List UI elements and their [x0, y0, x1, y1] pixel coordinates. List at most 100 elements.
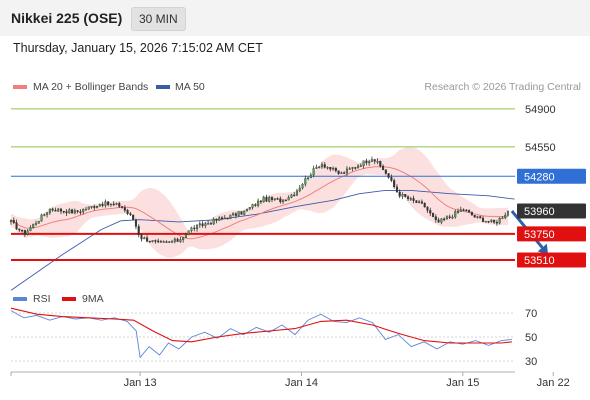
candle-body — [254, 204, 257, 206]
bollinger-band — [11, 147, 508, 258]
candle-body — [129, 213, 132, 216]
candle-body — [443, 218, 446, 221]
candle-body — [298, 187, 301, 192]
candle-body — [220, 217, 224, 220]
ma20-line — [10, 166, 509, 240]
candle — [107, 201, 110, 207]
candle — [104, 199, 107, 208]
candle-body — [65, 211, 68, 214]
candle-body — [137, 226, 140, 235]
candle — [290, 193, 293, 199]
candle — [445, 215, 448, 220]
rsi-series-rsi — [10, 310, 512, 359]
candle-body — [71, 209, 74, 214]
candle-body — [262, 196, 265, 203]
candle-body — [434, 216, 437, 221]
candle-body — [368, 161, 371, 164]
candle-body — [26, 230, 29, 235]
candle — [315, 164, 318, 170]
candle — [404, 194, 407, 198]
candle — [476, 215, 479, 219]
candle-body — [387, 173, 390, 178]
candle-body — [96, 206, 99, 208]
candle-body — [245, 208, 249, 212]
candle-body — [15, 222, 18, 230]
candle — [140, 233, 143, 242]
candle-body — [232, 213, 235, 216]
candle-body — [107, 201, 110, 205]
candle — [504, 212, 507, 220]
candle — [368, 159, 371, 166]
candle — [343, 171, 346, 174]
candle — [301, 182, 304, 190]
candle — [459, 206, 462, 212]
timestamp: Thursday, January 15, 2026 7:15:02 AM CE… — [13, 41, 263, 55]
candle — [162, 240, 165, 243]
candle-body — [73, 210, 76, 214]
candle-body — [384, 169, 387, 174]
candle-body — [359, 165, 362, 167]
candle-body — [43, 214, 46, 216]
candle — [401, 192, 404, 200]
candle — [101, 201, 104, 208]
candle — [65, 209, 68, 217]
rsi-tick-70: 70 — [525, 308, 537, 320]
candle-body — [237, 211, 240, 216]
candle — [456, 208, 460, 214]
candle — [434, 214, 437, 223]
candle — [237, 211, 240, 217]
price-levels — [11, 108, 515, 261]
candle-body — [423, 203, 426, 208]
candle-body — [168, 241, 171, 243]
candle — [248, 207, 251, 211]
candle-body — [21, 229, 24, 232]
price-level-labels: 54900 54550 54280 53960 53750 53510 — [517, 104, 586, 268]
candle-body — [390, 177, 393, 181]
timeframe-badge[interactable]: 30 MIN — [131, 7, 186, 31]
candle-body — [329, 167, 332, 170]
candle-body — [293, 194, 296, 197]
candle-body — [190, 227, 193, 231]
candle-body — [376, 161, 379, 163]
candle-body — [132, 214, 135, 220]
candle-body — [234, 213, 237, 216]
candle-body — [473, 214, 476, 218]
candle-body — [201, 223, 204, 226]
candle-body — [59, 208, 63, 212]
candle-body — [134, 219, 137, 227]
candle-body — [348, 168, 351, 170]
candle — [379, 160, 382, 168]
candle-body — [379, 161, 382, 167]
candle — [184, 232, 187, 239]
candle — [212, 217, 215, 225]
candle-body — [432, 213, 435, 217]
candle-body — [209, 223, 212, 225]
candle — [245, 208, 249, 212]
candle-body — [9, 220, 13, 223]
candle-body — [354, 167, 357, 169]
candle — [357, 164, 360, 169]
ma20-path — [10, 166, 509, 240]
candle-body — [343, 172, 346, 174]
candle — [115, 202, 118, 206]
candle-body — [240, 211, 243, 215]
candle-body — [54, 209, 57, 212]
candle-body — [48, 208, 51, 213]
candle — [329, 166, 332, 172]
ma50-legend-swatch — [156, 85, 170, 89]
candle-body — [506, 210, 510, 216]
candle-body — [270, 197, 274, 200]
candle-body — [279, 198, 282, 203]
candle — [318, 166, 321, 169]
candle — [437, 217, 440, 223]
candle — [293, 192, 296, 197]
candle — [23, 229, 26, 238]
candle — [68, 208, 71, 214]
candle-body — [276, 198, 279, 200]
candle-body — [370, 159, 373, 162]
candles — [9, 156, 510, 244]
candle — [62, 210, 65, 214]
support-2-label: 53510 — [524, 255, 555, 267]
candle-body — [290, 194, 293, 198]
